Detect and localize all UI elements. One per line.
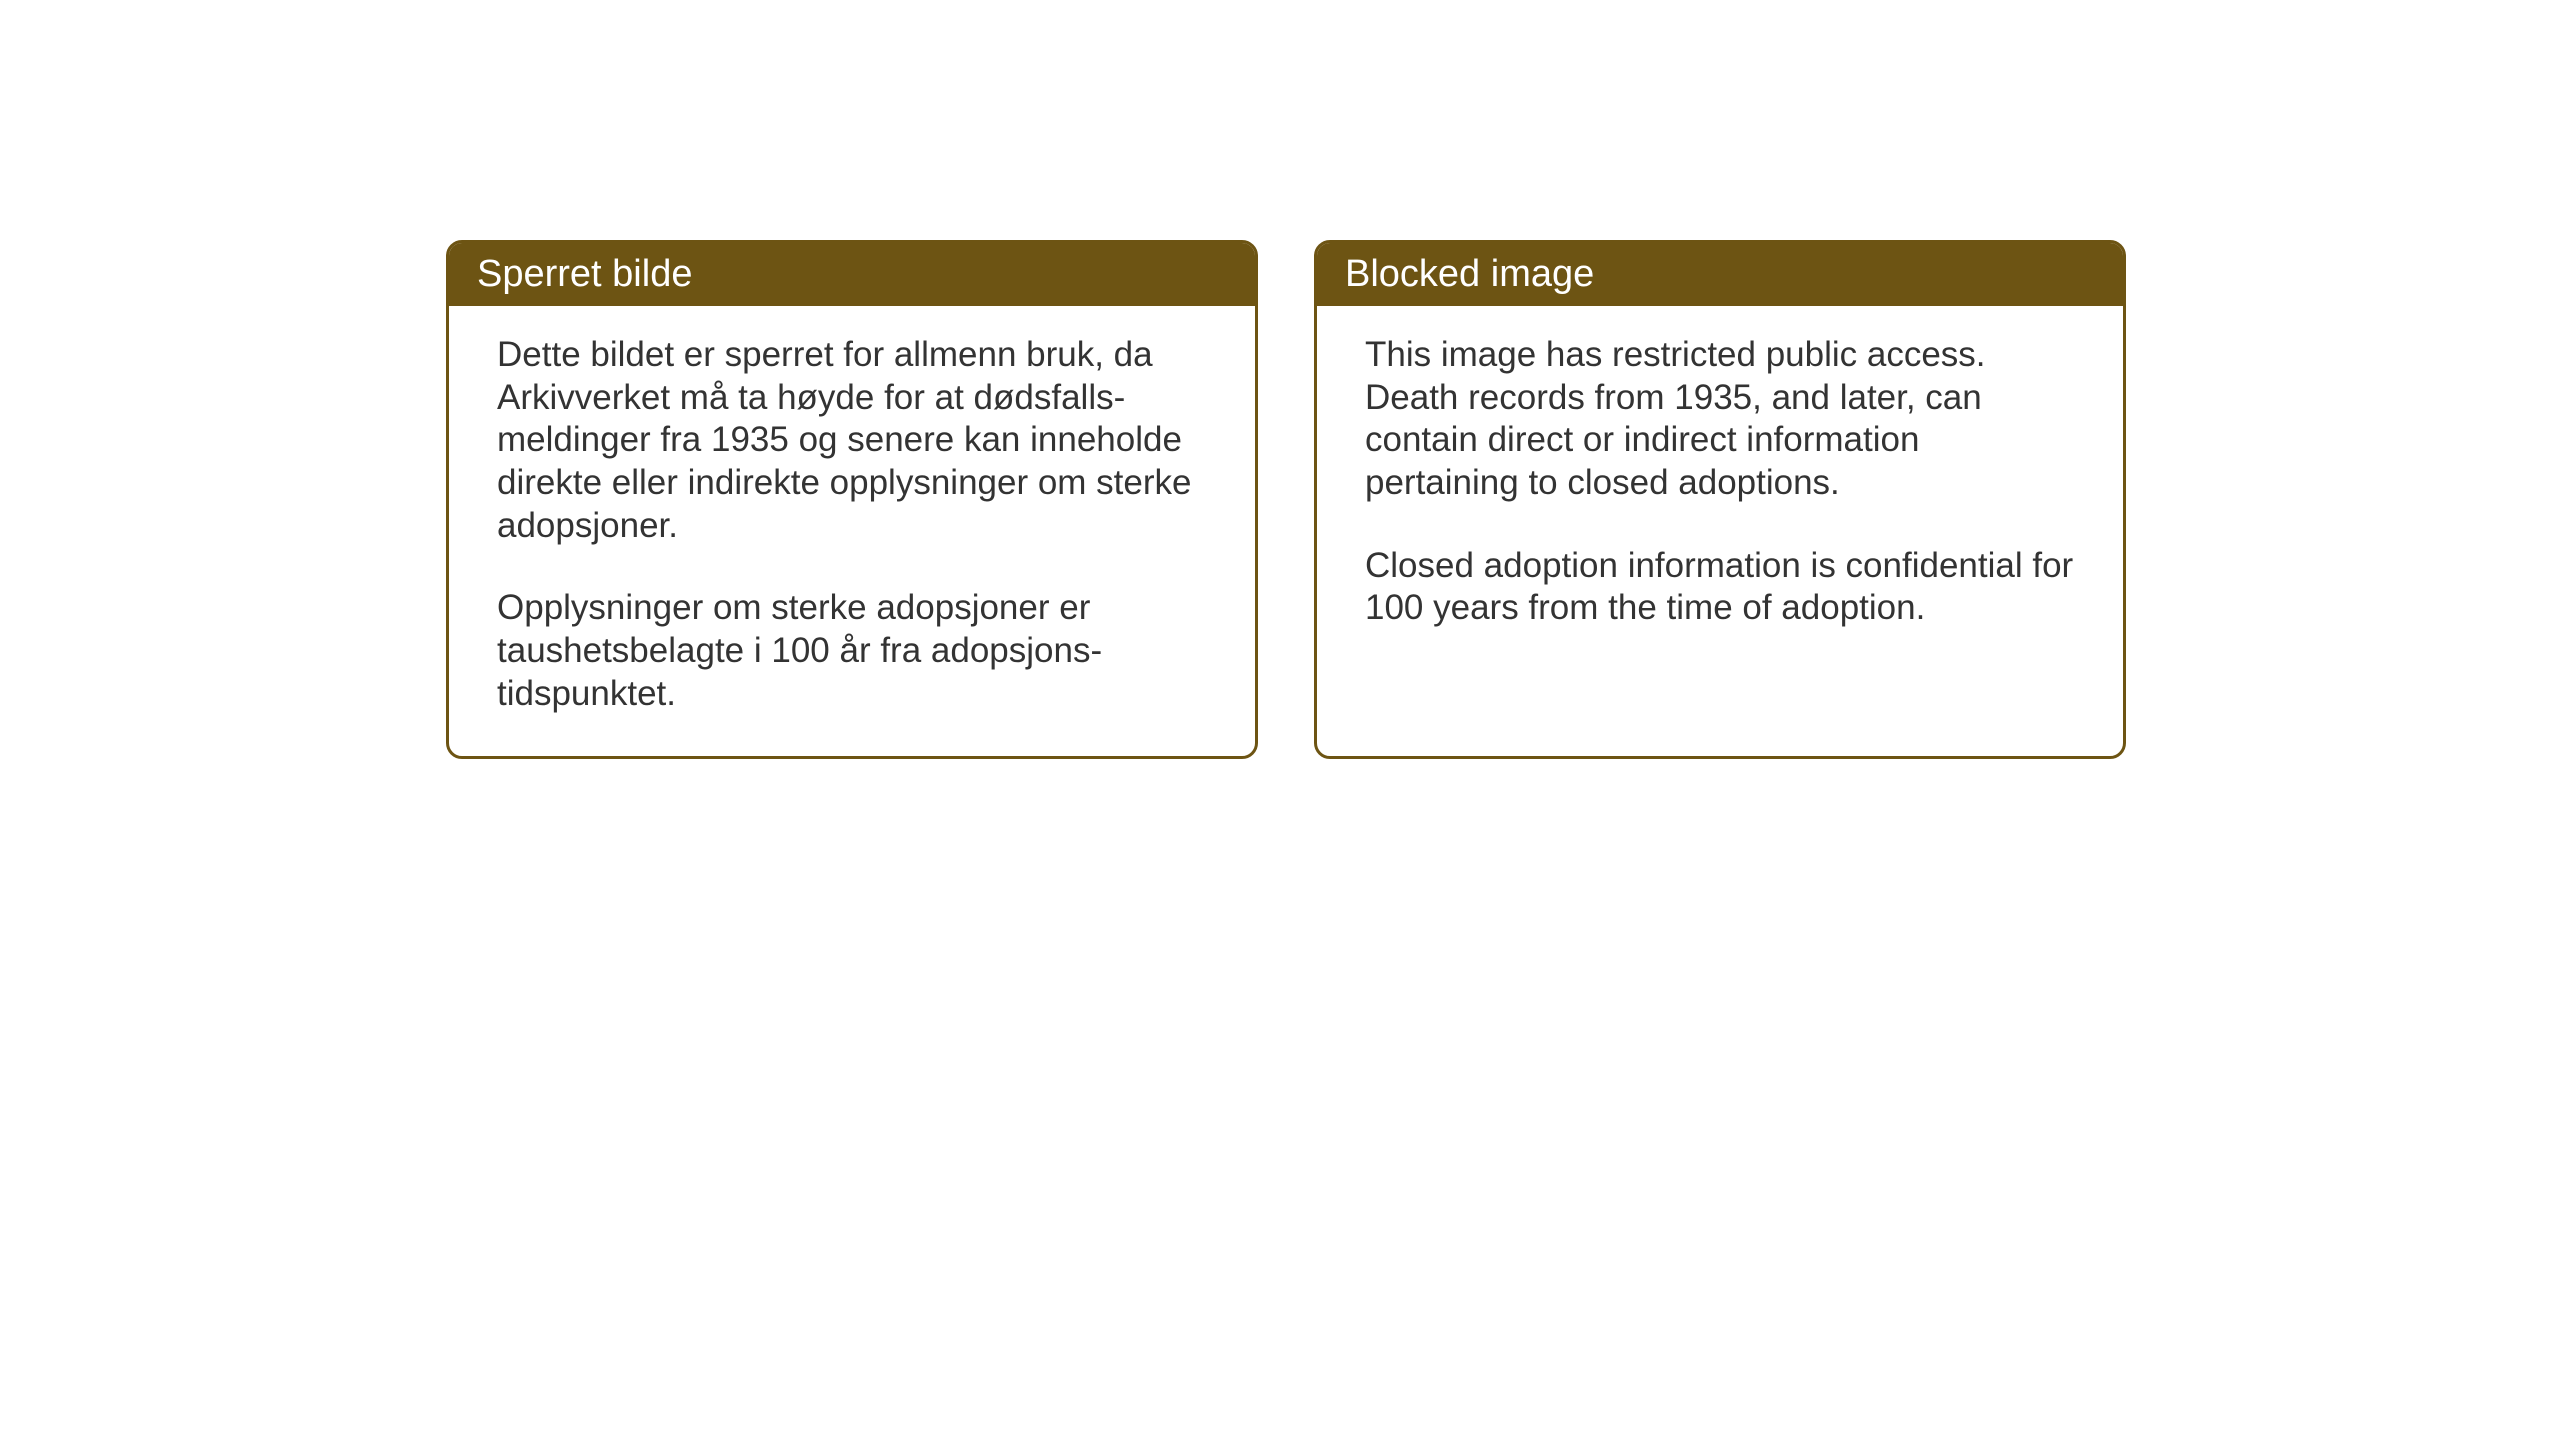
notice-body-english: This image has restricted public access.…	[1317, 306, 2123, 670]
notice-body-norwegian: Dette bildet er sperret for allmenn bruk…	[449, 306, 1255, 756]
notice-paragraph: Closed adoption information is confident…	[1365, 545, 2075, 630]
notice-paragraph: Opplysninger om sterke adopsjoner er tau…	[497, 587, 1207, 715]
notice-title: Blocked image	[1345, 253, 1594, 295]
notice-container: Sperret bilde Dette bildet er sperret fo…	[446, 240, 2126, 759]
notice-title: Sperret bilde	[477, 253, 692, 295]
notice-header-norwegian: Sperret bilde	[449, 243, 1255, 306]
notice-card-english: Blocked image This image has restricted …	[1314, 240, 2126, 759]
notice-header-english: Blocked image	[1317, 243, 2123, 306]
notice-paragraph: Dette bildet er sperret for allmenn bruk…	[497, 334, 1207, 547]
notice-paragraph: This image has restricted public access.…	[1365, 334, 2075, 505]
notice-card-norwegian: Sperret bilde Dette bildet er sperret fo…	[446, 240, 1258, 759]
